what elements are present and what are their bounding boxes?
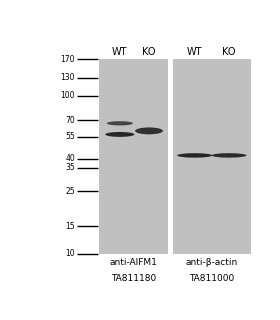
Text: 35: 35 xyxy=(66,164,75,172)
Text: 70: 70 xyxy=(66,116,75,125)
Text: 25: 25 xyxy=(66,187,75,196)
Text: TA811000: TA811000 xyxy=(189,274,234,283)
Bar xyxy=(99,59,169,254)
Text: 170: 170 xyxy=(61,55,75,64)
Text: KO: KO xyxy=(142,47,156,57)
Ellipse shape xyxy=(177,153,212,158)
Text: anti-β-actin: anti-β-actin xyxy=(186,258,238,267)
Text: KO: KO xyxy=(222,47,236,57)
Ellipse shape xyxy=(107,121,133,125)
Ellipse shape xyxy=(135,127,163,134)
Text: 15: 15 xyxy=(66,222,75,231)
Text: WT: WT xyxy=(187,47,202,57)
Text: 100: 100 xyxy=(61,91,75,100)
Text: 10: 10 xyxy=(66,250,75,259)
Text: 130: 130 xyxy=(61,73,75,82)
Text: anti-AIFM1: anti-AIFM1 xyxy=(110,258,158,267)
Text: 40: 40 xyxy=(66,154,75,163)
Text: WT: WT xyxy=(112,47,128,57)
Text: 55: 55 xyxy=(66,132,75,141)
Text: TA811180: TA811180 xyxy=(111,274,156,283)
Ellipse shape xyxy=(105,132,134,137)
Ellipse shape xyxy=(211,153,247,158)
Bar xyxy=(173,59,251,254)
